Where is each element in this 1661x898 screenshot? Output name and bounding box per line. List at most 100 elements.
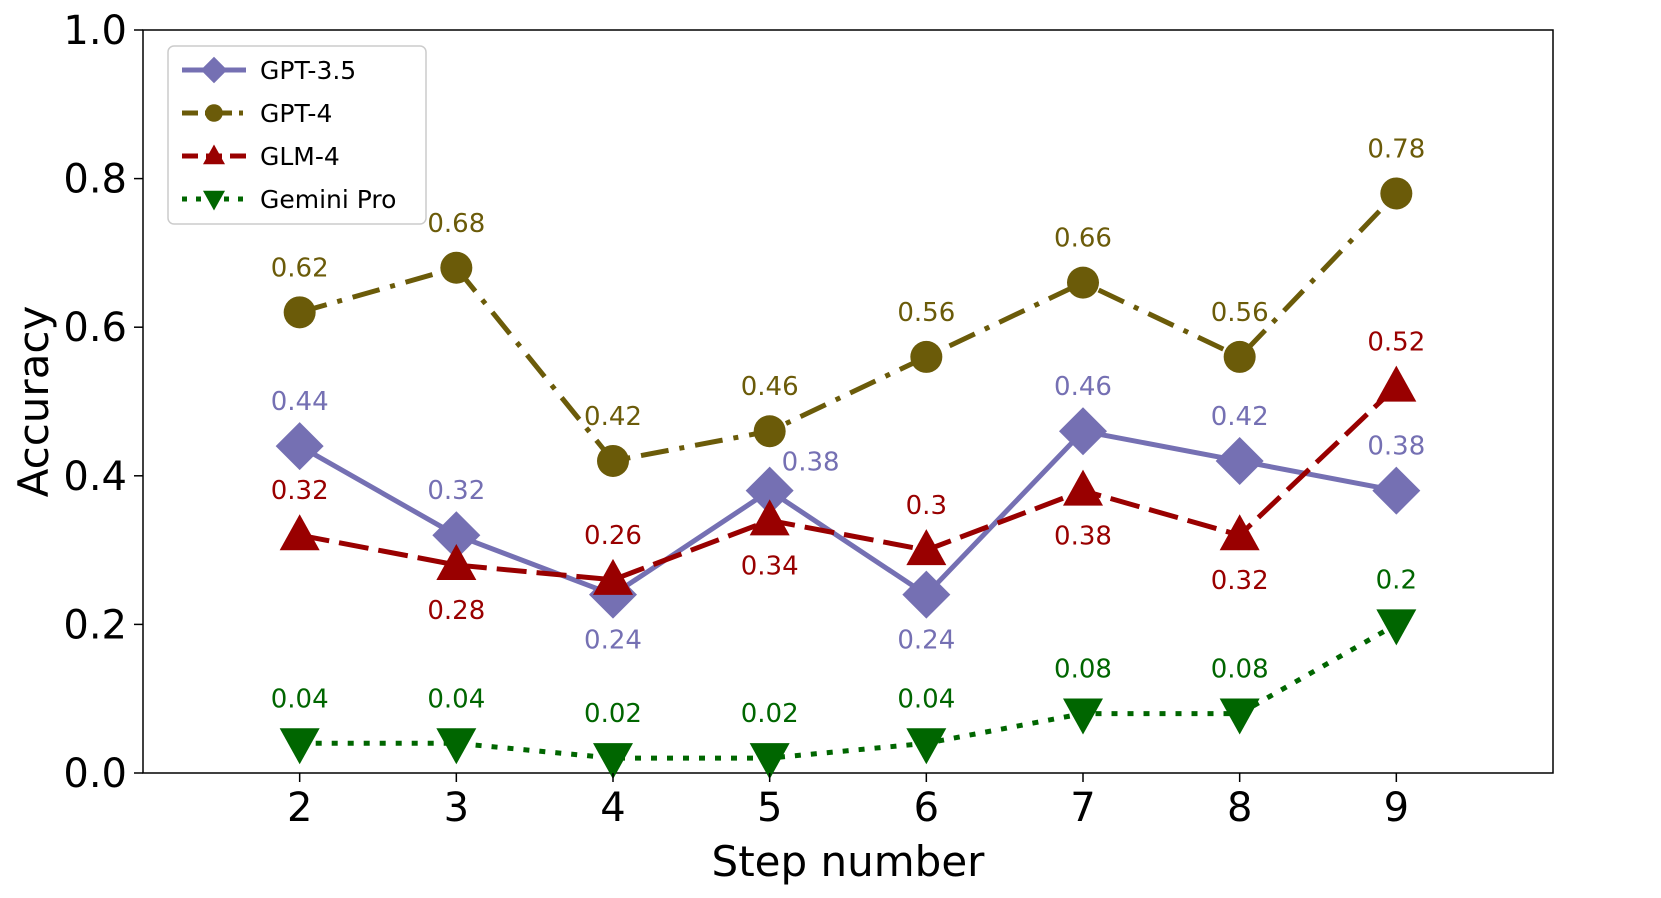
legend-label: GPT-3.5 <box>260 56 356 85</box>
legend-marker-swatch <box>203 190 225 211</box>
x-tick-label: 9 <box>1384 785 1409 831</box>
data-label: 0.32 <box>271 476 329 506</box>
x-tick-label: 5 <box>757 785 782 831</box>
data-point-marker <box>1067 266 1099 299</box>
series-gemini-pro <box>279 609 1417 780</box>
data-point-marker <box>440 251 473 284</box>
data-label: 0.66 <box>1054 224 1112 254</box>
data-label: 0.28 <box>427 596 485 626</box>
data-point-marker <box>593 558 633 595</box>
y-tick-label: 0.0 <box>63 751 127 797</box>
data-label: 0.32 <box>427 476 485 506</box>
data-point-marker <box>1063 698 1103 735</box>
data-label: 0.04 <box>271 684 329 714</box>
data-label: 0.44 <box>271 387 329 417</box>
data-point-marker <box>1372 466 1421 515</box>
series-line <box>299 622 1398 761</box>
x-tick-label: 8 <box>1227 785 1252 831</box>
data-point-marker <box>1376 609 1417 646</box>
data-point-marker <box>1063 469 1103 506</box>
data-point-marker <box>593 743 633 780</box>
data-label: 0.08 <box>1211 655 1269 685</box>
series-line <box>299 384 1399 583</box>
data-point-marker <box>1219 698 1260 735</box>
series-gpt-4 <box>283 177 1413 477</box>
data-label: 0.46 <box>741 372 799 402</box>
legend-entry: GPT-3.5 <box>182 56 356 85</box>
data-label: 0.46 <box>1054 372 1112 402</box>
y-tick-label: 0.2 <box>63 602 127 648</box>
data-point-marker <box>910 340 943 373</box>
data-point-marker <box>745 466 794 515</box>
data-label: 0.38 <box>782 448 840 478</box>
legend-entry: GLM-4 <box>182 142 340 171</box>
data-point-marker <box>436 543 477 580</box>
x-tick-label: 3 <box>444 785 469 831</box>
legend-marker-swatch <box>203 144 225 165</box>
legend-marker-swatch <box>205 104 223 122</box>
data-label: 0.52 <box>1367 328 1425 358</box>
data-label: 0.08 <box>1054 655 1112 685</box>
legend-label: GPT-4 <box>260 99 332 128</box>
data-label: 0.38 <box>1054 522 1112 552</box>
plot-frame <box>142 29 1554 774</box>
data-point-marker <box>432 511 481 560</box>
x-tick-label: 4 <box>600 785 625 831</box>
data-label: 0.34 <box>741 551 799 581</box>
data-label: 0.62 <box>271 253 329 283</box>
legend-box <box>167 45 427 225</box>
data-point-marker <box>749 499 790 536</box>
y-axis-title: Accuracy <box>9 306 58 498</box>
series-glm-4 <box>279 365 1417 595</box>
x-axis-title: Step number <box>712 837 986 886</box>
data-point-marker <box>1215 436 1264 485</box>
data-point-marker <box>902 570 951 619</box>
data-point-marker <box>1380 177 1413 210</box>
x-tick-label: 2 <box>287 785 312 831</box>
y-tick-label: 0.8 <box>63 157 127 203</box>
data-label: 0.56 <box>897 298 955 328</box>
data-point-marker <box>275 422 324 471</box>
data-label: 0.56 <box>1211 298 1269 328</box>
legend-entry: Gemini Pro <box>182 185 396 214</box>
legend-entry: GPT-4 <box>182 99 332 128</box>
data-label: 0.68 <box>427 209 485 239</box>
data-point-marker <box>1219 514 1260 551</box>
series-layer <box>275 177 1421 780</box>
data-point-marker <box>906 529 947 566</box>
data-label: 0.02 <box>741 699 799 729</box>
data-label: 0.26 <box>584 521 642 551</box>
y-tick-label: 0.6 <box>63 305 127 351</box>
data-label: 0.24 <box>584 626 642 656</box>
data-point-marker <box>753 415 786 448</box>
data-label: 0.42 <box>584 402 642 432</box>
series-line <box>299 191 1399 464</box>
data-label: 0.04 <box>427 684 485 714</box>
data-label: 0.3 <box>906 491 947 521</box>
data-label: 0.32 <box>1211 566 1269 596</box>
data-label: 0.02 <box>584 699 642 729</box>
legend-label: Gemini Pro <box>260 185 396 214</box>
data-point-marker <box>279 728 320 765</box>
data-point-marker <box>1223 340 1256 373</box>
data-label: 0.24 <box>897 626 955 656</box>
x-tick-label: 6 <box>914 785 939 831</box>
data-point-marker <box>1376 365 1417 402</box>
data-point-marker <box>436 728 477 765</box>
legend: GPT-3.5 GPT-4 GLM-4 Gemini Pro <box>167 45 427 225</box>
data-point-marker <box>597 444 629 477</box>
data-point-marker <box>749 743 790 780</box>
data-point-marker <box>279 514 320 551</box>
legend-label: GLM-4 <box>260 142 340 171</box>
data-label: 0.38 <box>1367 432 1425 462</box>
legend-marker-swatch <box>200 56 228 84</box>
data-labels-layer: 0.44 0.32 0.24 0.38 0.24 0.46 0.42 0.38 0.62 0.68… <box>271 134 1426 729</box>
plot-area <box>142 29 1554 774</box>
series-line <box>298 428 1397 598</box>
data-label: 0.04 <box>897 684 955 714</box>
y-tick-label: 1.0 <box>63 8 127 54</box>
axes-layer: 2 3 4 5 6 7 8 9 0.0 0.2 0.4 0.6 0.8 1.0 Step number Acc… <box>9 8 1409 886</box>
data-point-marker <box>906 728 947 765</box>
data-label: 0.42 <box>1211 402 1269 432</box>
